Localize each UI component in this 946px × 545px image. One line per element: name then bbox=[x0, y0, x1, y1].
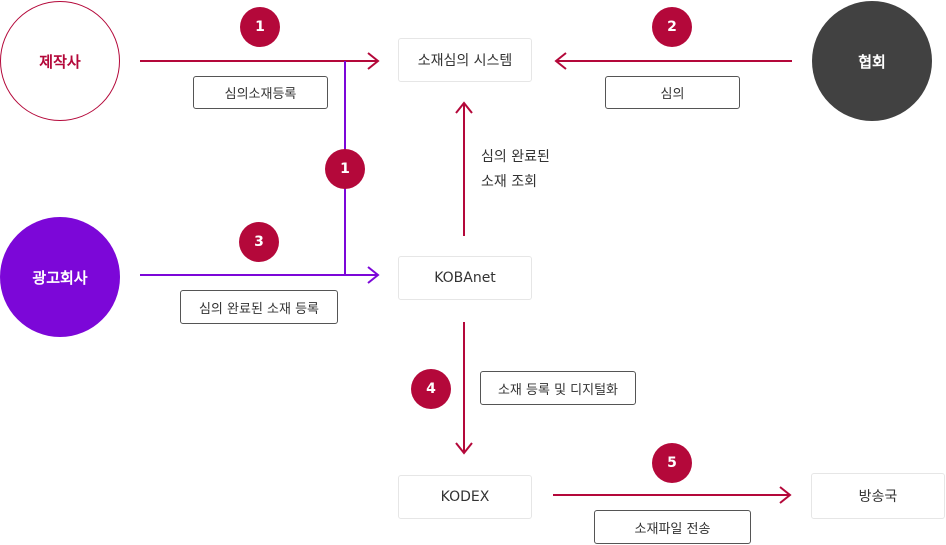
broadcaster-node: 방송국 bbox=[811, 473, 945, 519]
step-badge-3: 3 bbox=[239, 222, 279, 262]
system-node: 소재심의 시스템 bbox=[398, 38, 532, 82]
query-label-line2: 소재 조회 bbox=[481, 174, 537, 190]
arrow-kobanet-to-system bbox=[455, 101, 473, 236]
register-digitize-label: 소재 등록 및 디지털화 bbox=[480, 371, 636, 405]
query-label-line1: 심의 완료된 bbox=[481, 149, 550, 165]
agency-node: 광고회사 bbox=[0, 217, 120, 337]
association-label: 협회 bbox=[858, 52, 886, 71]
arrow-producer-to-system bbox=[140, 52, 380, 70]
step-badge-1a: 1 bbox=[240, 7, 280, 47]
arrow-kodex-to-broadcaster bbox=[553, 486, 792, 504]
agency-label: 광고회사 bbox=[32, 268, 88, 287]
arrow-kobanet-to-kodex bbox=[455, 322, 473, 455]
step-badge-4: 4 bbox=[411, 369, 451, 409]
step-badge-2: 2 bbox=[652, 7, 692, 47]
send-file-label: 소재파일 전송 bbox=[594, 510, 751, 544]
kodex-node: KODEX bbox=[398, 475, 532, 519]
producer-node: 제작사 bbox=[0, 1, 120, 121]
register-material-label: 심의소재등록 bbox=[193, 76, 328, 109]
review-label: 심의 bbox=[605, 76, 740, 109]
step-badge-1b: 1 bbox=[325, 149, 365, 189]
kobanet-node: KOBAnet bbox=[398, 256, 532, 300]
register-reviewed-label: 심의 완료된 소재 등록 bbox=[180, 290, 338, 324]
arrow-agency-to-kobanet bbox=[140, 266, 380, 284]
association-node: 협회 bbox=[812, 1, 932, 121]
step-badge-5: 5 bbox=[652, 443, 692, 483]
arrow-association-to-system bbox=[554, 52, 792, 70]
producer-label: 제작사 bbox=[39, 52, 81, 71]
